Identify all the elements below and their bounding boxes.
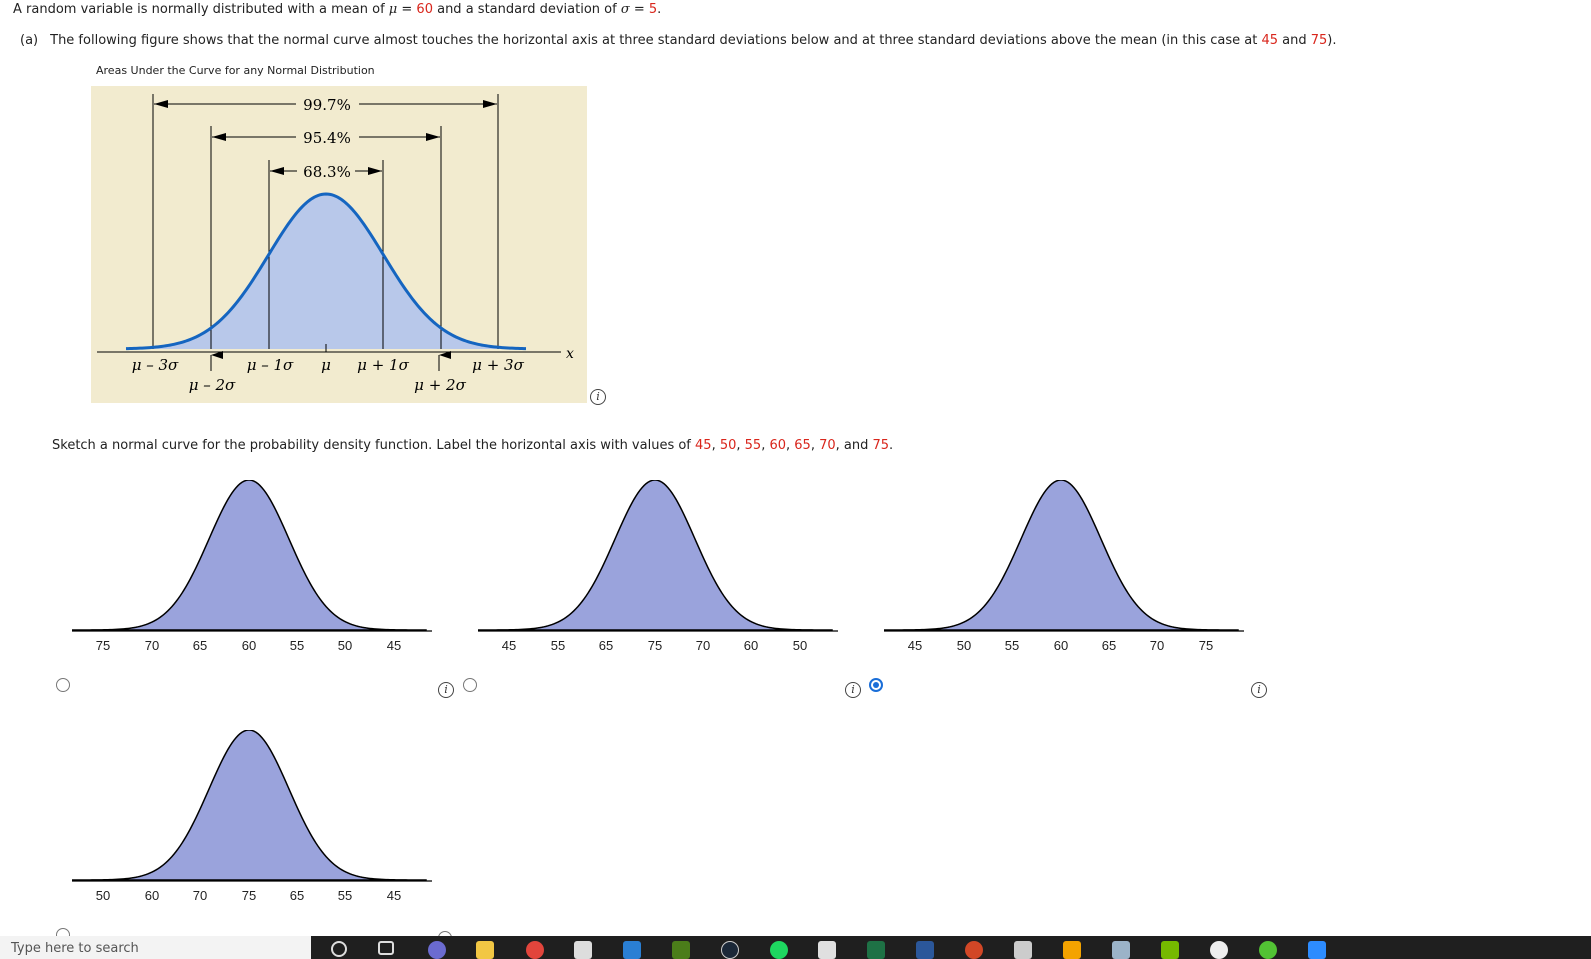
xbox-icon[interactable] xyxy=(1210,941,1228,959)
rockstar-icon[interactable] xyxy=(1063,941,1081,959)
tick-label: 50 xyxy=(96,888,110,903)
tick-label: 55 xyxy=(290,638,304,653)
taskbar: Type here to search xyxy=(0,936,1591,959)
tick-label: 65 xyxy=(1102,638,1116,653)
option-curve-area xyxy=(884,480,1239,631)
tick-label: 50 xyxy=(957,638,971,653)
tick-label: 50 xyxy=(793,638,807,653)
tick-label: 60 xyxy=(1054,638,1068,653)
tick-label: 75 xyxy=(648,638,662,653)
chrome-icon[interactable] xyxy=(526,941,544,959)
app-icon[interactable] xyxy=(428,941,446,959)
tick-label: 60 xyxy=(744,638,758,653)
sigma-lines xyxy=(152,94,499,349)
label-p3: μ + 3σ xyxy=(472,356,524,374)
zoom-icon[interactable] xyxy=(1308,941,1326,959)
tick-label: 65 xyxy=(193,638,207,653)
app2-icon[interactable] xyxy=(818,941,836,959)
label-p2: μ + 2σ xyxy=(414,376,466,394)
problem-intro: A random variable is normally distribute… xyxy=(13,2,662,17)
option-curve-area xyxy=(478,480,833,631)
tick-label: 75 xyxy=(1199,638,1213,653)
sketch-instruction: Sketch a normal curve for the probabilit… xyxy=(52,438,894,453)
store-icon[interactable] xyxy=(574,941,592,959)
info-icon[interactable]: i xyxy=(438,682,454,698)
info-icon[interactable]: i xyxy=(590,389,606,405)
tick-label: 75 xyxy=(242,888,256,903)
info-icon[interactable]: i xyxy=(1251,682,1267,698)
info-icon[interactable]: i xyxy=(845,682,861,698)
tick-label: 65 xyxy=(599,638,613,653)
tick-label: 45 xyxy=(502,638,516,653)
powerpoint-icon[interactable] xyxy=(965,941,983,959)
geforce-icon[interactable] xyxy=(1161,941,1179,959)
percent-954: 95.4% xyxy=(303,129,351,147)
steam-icon[interactable] xyxy=(721,941,739,959)
nvidia-icon[interactable] xyxy=(672,941,690,959)
option-curve-area xyxy=(72,480,427,631)
label-m1: μ – 1σ xyxy=(247,356,294,374)
option-ticks: 45 50 55 60 65 70 75 xyxy=(908,638,1213,653)
option-ticks: 45 55 65 75 70 60 50 xyxy=(502,638,807,653)
app4-icon[interactable] xyxy=(1112,941,1130,959)
axis-variable: x xyxy=(566,346,574,362)
figure-caption: Areas Under the Curve for any Normal Dis… xyxy=(96,64,375,77)
cortana-icon[interactable] xyxy=(331,941,347,957)
percent-683: 68.3% xyxy=(303,163,351,181)
reference-normal-figure: x 99.7% 95.4% 68.3% μ – 3σ μ – 2σ μ – 1σ… xyxy=(91,86,587,403)
task-view-icon[interactable] xyxy=(378,941,394,955)
tick-label: 45 xyxy=(387,638,401,653)
tick-label: 45 xyxy=(387,888,401,903)
label-m2: μ – 2σ xyxy=(189,376,236,394)
tick-label: 70 xyxy=(145,638,159,653)
app3-icon[interactable] xyxy=(1014,941,1032,959)
tick-label: 75 xyxy=(96,638,110,653)
app5-icon[interactable] xyxy=(1259,941,1277,959)
option-curve-area xyxy=(72,730,427,881)
option-1-radio[interactable] xyxy=(56,678,70,692)
tick-label: 65 xyxy=(290,888,304,903)
file-explorer-icon[interactable] xyxy=(476,941,494,959)
tick-label: 60 xyxy=(242,638,256,653)
option-ticks: 75 70 65 60 55 50 45 xyxy=(96,638,401,653)
option-1-graph: 75 70 65 60 55 50 45 xyxy=(72,480,432,653)
label-p1: μ + 1σ xyxy=(357,356,409,374)
option-ticks: 50 60 70 75 65 55 45 xyxy=(96,888,401,903)
option-3-graph: 45 50 55 60 65 70 75 xyxy=(884,480,1244,653)
label-m3: μ – 3σ xyxy=(132,356,179,374)
tick-label: 70 xyxy=(193,888,207,903)
spotify-icon[interactable] xyxy=(770,941,788,959)
tick-label: 70 xyxy=(1150,638,1164,653)
option-4-graph: 50 60 70 75 65 55 45 xyxy=(72,730,432,903)
excel-icon[interactable] xyxy=(867,941,885,959)
tick-label: 55 xyxy=(338,888,352,903)
tick-label: 70 xyxy=(696,638,710,653)
tick-label: 55 xyxy=(1005,638,1019,653)
tick-label: 55 xyxy=(551,638,565,653)
percent-arrows xyxy=(154,100,497,175)
mail-icon[interactable] xyxy=(623,941,641,959)
part-label: (a) xyxy=(20,33,39,48)
word-icon[interactable] xyxy=(916,941,934,959)
taskbar-search-input[interactable]: Type here to search xyxy=(0,936,311,959)
percent-997: 99.7% xyxy=(303,96,351,114)
option-2-radio[interactable] xyxy=(463,678,477,692)
tick-label: 45 xyxy=(908,638,922,653)
tick-label: 60 xyxy=(145,888,159,903)
option-2-graph: 45 55 65 75 70 60 50 xyxy=(478,480,838,653)
label-mu: μ xyxy=(321,356,331,374)
option-3-radio[interactable] xyxy=(869,678,883,692)
normal-curve xyxy=(125,192,527,351)
tick-label: 50 xyxy=(338,638,352,653)
curve-area-fill xyxy=(126,194,526,349)
part-a-statement: (a) The following figure shows that the n… xyxy=(20,33,1337,48)
